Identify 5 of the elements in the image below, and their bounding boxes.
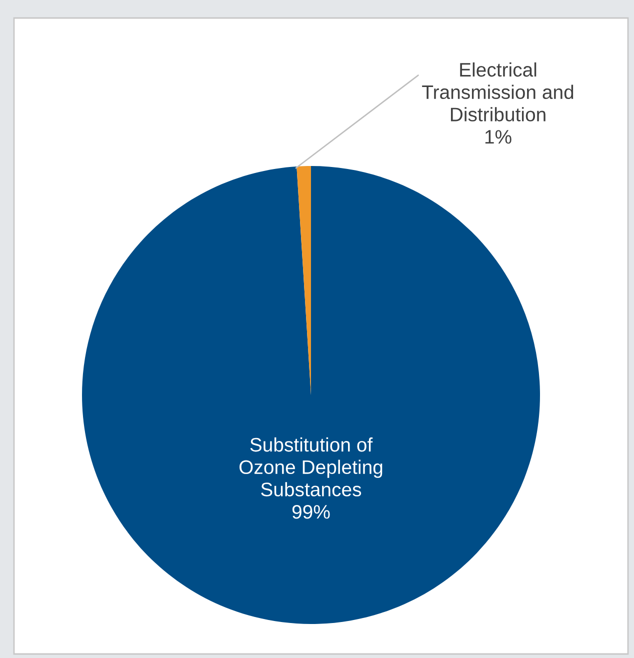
slice-label: Substitution of Ozone Depleting Substances — [240, 437, 382, 496]
slice-label: Electrical Transmission and Distribution — [422, 62, 574, 122]
data-label: 99% — [292, 504, 330, 519]
pie-slice — [82, 166, 540, 624]
data-label: 1% — [485, 130, 512, 144]
